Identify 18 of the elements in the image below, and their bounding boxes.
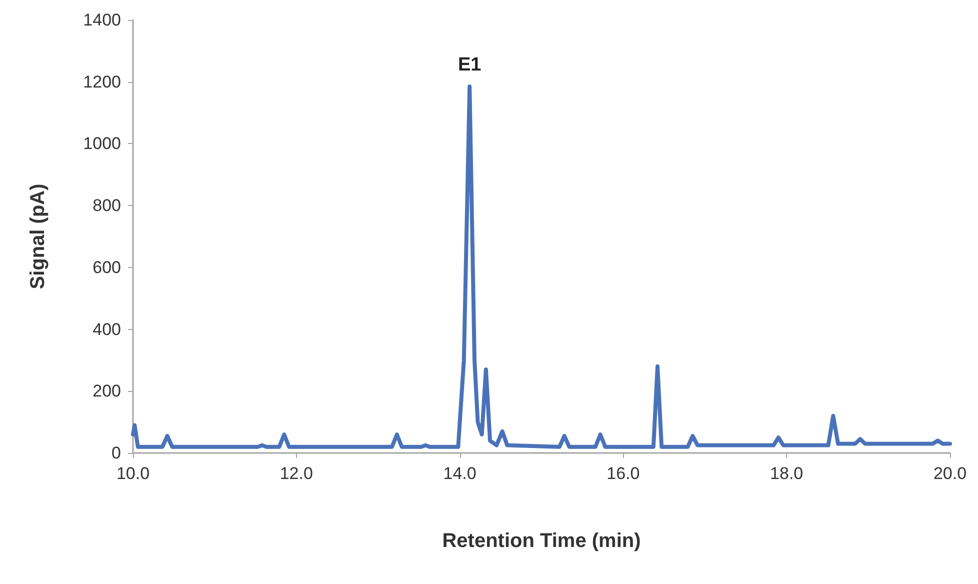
x-axis-title: Retention Time (min) (442, 530, 641, 552)
y-tick-label: 1400 (83, 10, 121, 30)
y-tick-label: 200 (92, 382, 121, 401)
y-tick-label: 0 (112, 444, 121, 462)
y-tick-label: 1200 (83, 72, 121, 92)
x-tick-label: 18.0 (770, 464, 804, 483)
y-tick-label: 1000 (83, 134, 121, 154)
y-tick-label: 400 (92, 320, 121, 339)
line-series (131, 84, 952, 449)
y-tick-label: 800 (92, 196, 121, 216)
x-tick-label: 14.0 (443, 464, 476, 483)
y-tick-label: 600 (92, 258, 121, 277)
x-tick-label: 20.0 (933, 464, 967, 483)
x-tick-label: 16.0 (606, 464, 640, 483)
annotation: E1 (458, 54, 482, 76)
x-tick-label: 10.0 (116, 464, 150, 483)
y-axis-title: Signal (pA) (27, 184, 49, 290)
x-tick-label: 12.0 (280, 464, 313, 483)
